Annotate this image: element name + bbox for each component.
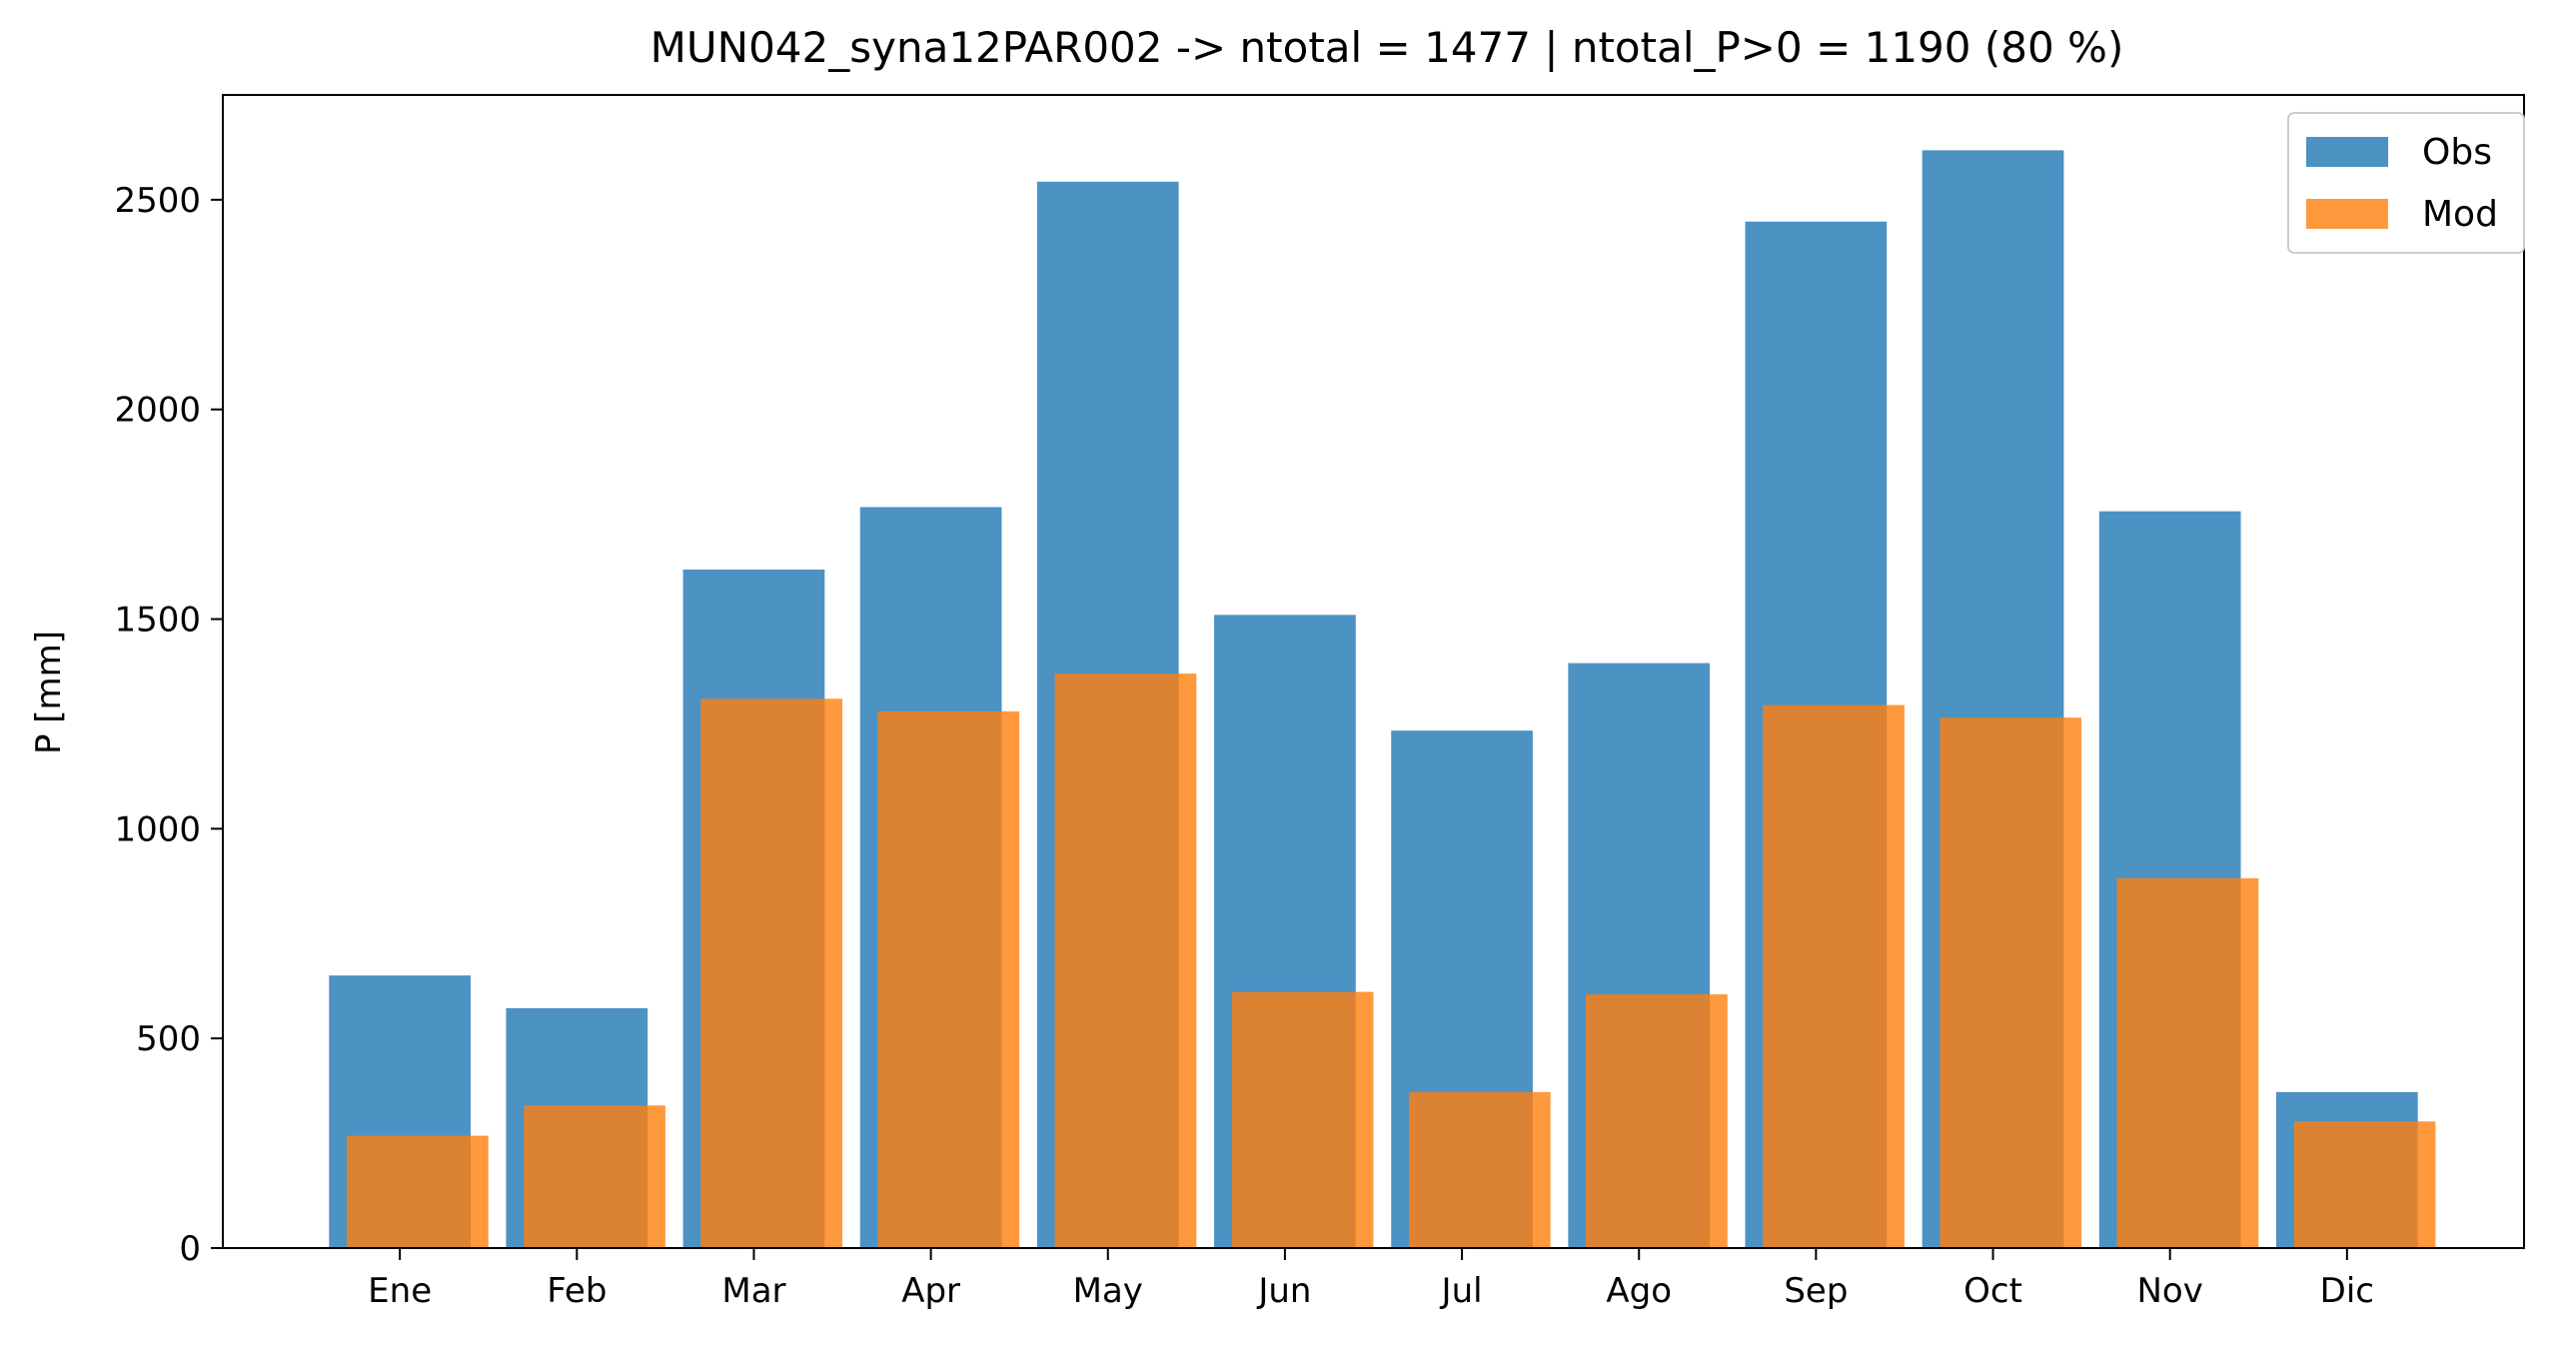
bar-mod-sep [1763, 704, 1905, 1248]
x-tick-label: Dic [2320, 1271, 2374, 1311]
bar-mod-ene [347, 1135, 489, 1248]
x-tick-label: Oct [1963, 1271, 2022, 1311]
legend-label-obs: Obs [2422, 132, 2492, 173]
bar-mod-may [1054, 674, 1197, 1248]
bar-mod-apr [877, 710, 1020, 1248]
bar-mod-jun [1231, 991, 1374, 1248]
x-tick-label: Ago [1606, 1271, 1672, 1311]
y-tick-label: 500 [136, 1019, 201, 1059]
x-tick-label: Nov [2137, 1271, 2203, 1311]
y-tick-label: 0 [179, 1229, 201, 1269]
legend: Obs Mod [2287, 112, 2525, 254]
legend-swatch-mod [2306, 199, 2388, 229]
legend-swatch-obs [2306, 137, 2388, 167]
y-tick-label: 2000 [114, 391, 201, 431]
y-tick-label: 1000 [114, 809, 201, 849]
bar-mod-mar [700, 698, 843, 1248]
x-tick-label: Ene [368, 1271, 432, 1311]
bar-mod-ago [1586, 994, 1728, 1248]
x-tick-label: Sep [1784, 1271, 1848, 1311]
bar-mod-jul [1408, 1091, 1551, 1248]
plot-frame [222, 94, 2525, 1249]
bar-mod-dic [2293, 1121, 2436, 1248]
y-tick-label: 2500 [114, 181, 201, 221]
y-tick-label: 1500 [114, 601, 201, 641]
series-mod [347, 674, 2436, 1248]
x-tick-label: Jun [1256, 1271, 1311, 1311]
axes-layer: Ene Feb Mar Apr May Jun Jul Ago Sep Oct Nov Dic 0 500… [114, 94, 2525, 1311]
x-tick-label: Jul [1440, 1271, 1483, 1311]
x-tick-label: May [1073, 1271, 1143, 1311]
bar-mod-feb [524, 1105, 665, 1248]
x-tick-label: Apr [901, 1271, 960, 1311]
y-axis-label: P [mm] [29, 631, 69, 754]
bar-mod-oct [1939, 717, 2082, 1248]
bar-mod-nov [2116, 877, 2259, 1248]
bars-layer [329, 150, 2436, 1249]
x-tick-label: Mar [721, 1271, 785, 1311]
chart-title: MUN042_syna12PAR002 -> ntotal = 1477 | n… [650, 23, 2124, 72]
x-tick-label: Feb [547, 1271, 607, 1311]
legend-label-mod: Mod [2422, 194, 2498, 235]
